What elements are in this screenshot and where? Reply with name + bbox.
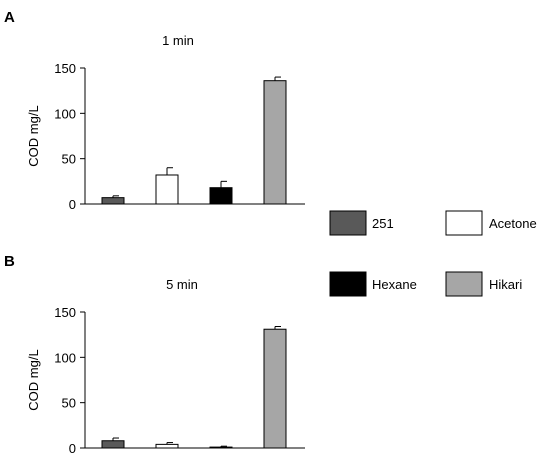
y-axis-label: COD mg/L — [26, 349, 41, 410]
bar-hexane — [209, 187, 233, 205]
legend-label-acetone: Acetone — [489, 216, 537, 231]
panel-letter-a: A — [4, 9, 15, 26]
legend-label-251: 251 — [372, 216, 394, 231]
legend-item-hexane: Hexane — [329, 271, 417, 297]
bar-hexane — [209, 446, 233, 449]
y-tick-label: 50 — [62, 396, 76, 411]
plot-b: 0 50 100 150 COD mg/L — [26, 305, 305, 456]
y-tick-label: 100 — [54, 350, 76, 365]
bar-acetone — [155, 443, 179, 449]
legend-item-251: 251 — [329, 210, 394, 236]
legend-label-hexane: Hexane — [372, 277, 417, 292]
bar-251 — [101, 197, 125, 205]
bar-hikari — [263, 328, 287, 449]
panel-letter-b: B — [4, 253, 15, 270]
y-tick-label: 150 — [54, 61, 76, 76]
legend-item-hikari: Hikari — [445, 271, 522, 297]
legend-item-acetone: Acetone — [445, 210, 537, 236]
bar-hikari — [263, 80, 287, 205]
legend-swatch-hikari — [445, 271, 483, 297]
bar-acetone — [155, 174, 179, 205]
plot-a: 0 50 100 150 COD mg/L — [26, 61, 305, 212]
bar-251 — [101, 440, 125, 449]
legend-swatch-251 — [329, 210, 367, 236]
legend: 251 Acetone Hexane Hikari — [329, 210, 537, 297]
legend-swatch-acetone — [445, 210, 483, 236]
panel-a: A 1 min 0 50 100 150 COD mg/L — [4, 9, 305, 212]
y-tick-label: 0 — [69, 197, 76, 212]
chart-title-a: 1 min — [162, 33, 194, 48]
y-tick-label: 50 — [62, 152, 76, 167]
panel-b: B 5 min 0 50 100 150 COD mg/L — [4, 253, 305, 456]
y-axis-label: COD mg/L — [26, 105, 41, 166]
legend-swatch-hexane — [329, 271, 367, 297]
chart-title-b: 5 min — [166, 277, 198, 292]
y-tick-label: 100 — [54, 106, 76, 121]
legend-label-hikari: Hikari — [489, 277, 522, 292]
y-tick-label: 0 — [69, 441, 76, 456]
y-tick-label: 150 — [54, 305, 76, 320]
